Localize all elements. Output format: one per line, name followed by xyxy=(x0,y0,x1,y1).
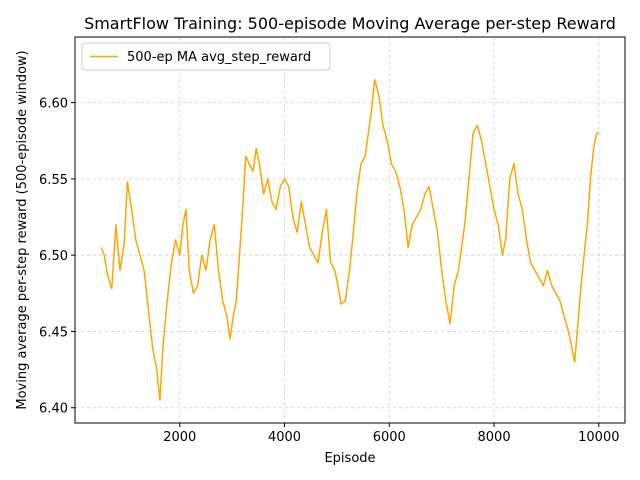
y-axis-label: Moving average per-step reward (500-epis… xyxy=(15,50,30,409)
y-tick-label: 6.40 xyxy=(39,402,68,417)
x-tick-label: 4000 xyxy=(268,430,301,445)
x-tick-label: 8000 xyxy=(478,430,511,445)
x-tick-label: 6000 xyxy=(373,430,406,445)
y-tick-label: 6.60 xyxy=(39,97,68,112)
chart-title: SmartFlow Training: 500-episode Moving A… xyxy=(84,14,616,33)
legend-box xyxy=(81,42,331,71)
y-tick-label: 6.45 xyxy=(39,325,68,340)
x-axis-label: Episode xyxy=(324,451,375,466)
y-tick-label: 6.55 xyxy=(39,173,68,188)
grid-layer xyxy=(75,37,625,423)
x-tick-label: 2000 xyxy=(163,430,196,445)
series-line xyxy=(100,78,599,401)
x-tick-label: 10000 xyxy=(578,430,619,445)
series-layer xyxy=(100,78,599,401)
y-tick-label: 6.50 xyxy=(39,249,68,264)
legend: 500-ep MA avg_step_reward xyxy=(81,42,331,71)
legend-label: 500-ep MA avg_step_reward xyxy=(127,50,311,65)
plot-area-frame xyxy=(74,36,626,424)
ticks-layer: 2000 4000 6000 8000 10000 6.40 6.45 6.50 6.55 6.6… xyxy=(39,97,619,445)
